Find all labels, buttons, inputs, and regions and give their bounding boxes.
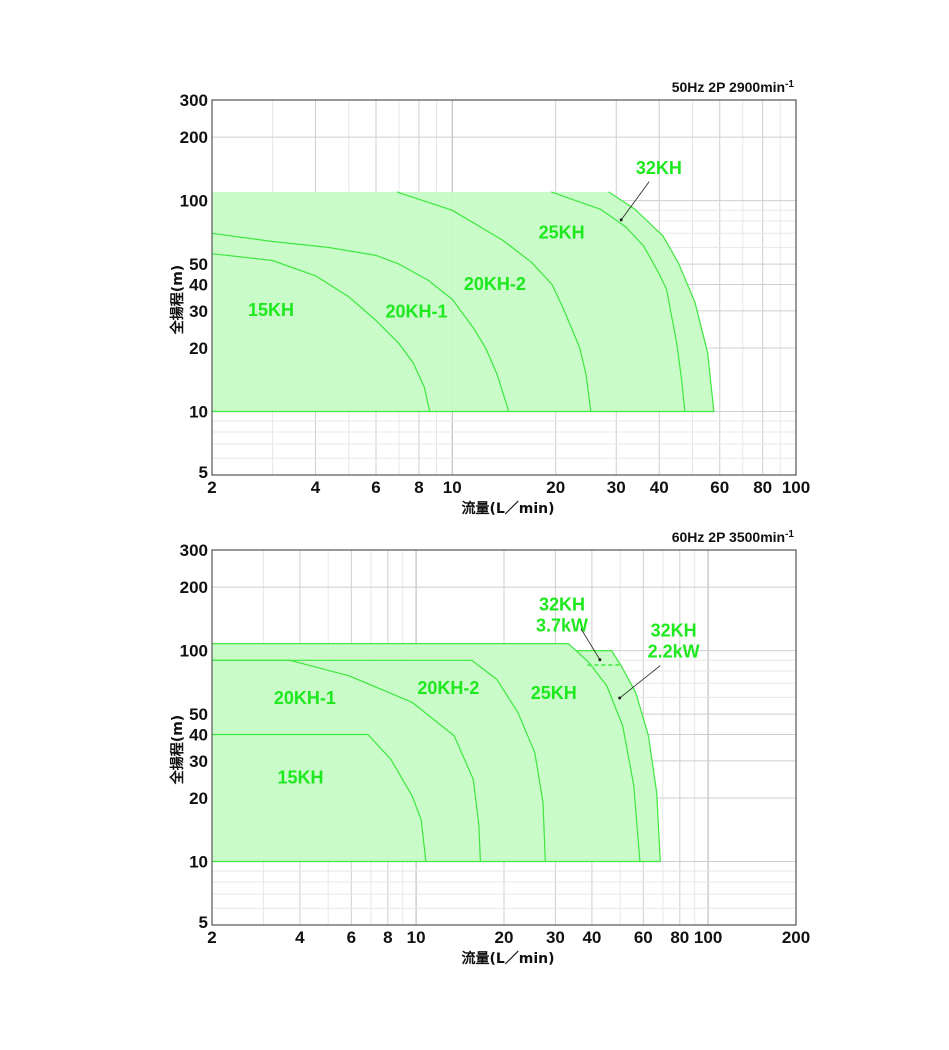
series-label: 32KH 2.2kW (648, 620, 700, 661)
curve-20kh-2 (212, 659, 546, 862)
y-tick-label: 20 (189, 339, 208, 358)
curve-15kh (211, 253, 431, 412)
label-pointer-line (620, 181, 650, 221)
x-tick-label: 60 (634, 928, 653, 947)
curve-15kh (212, 733, 427, 862)
x-tick-label: 6 (347, 928, 356, 947)
y-tick-label: 200 (180, 128, 208, 147)
series-label-line: 20KH-2 (417, 678, 479, 698)
x-tick-label: 80 (670, 928, 689, 947)
chart-title: 60Hz 2P 3500min-1 (672, 529, 795, 545)
y-tick-label: 50 (189, 255, 208, 274)
series-label-line: 32KH (651, 620, 697, 640)
x-axis-label: 流量(L／min) (461, 500, 554, 517)
x-tick-label: 8 (383, 928, 392, 947)
y-tick-label: 100 (180, 192, 208, 211)
y-tick-label: 20 (189, 789, 208, 808)
plot-frame (211, 549, 797, 926)
curve-32kh-2-2kw (576, 649, 661, 862)
curve-20kh-1 (212, 659, 481, 862)
series-label: 25KH (531, 683, 577, 703)
x-tick-label: 40 (650, 478, 669, 497)
series-label-line: 20KH-1 (274, 688, 336, 708)
chart-title-main: 50Hz 2P 2900min (672, 79, 785, 95)
x-tick-label: 40 (582, 928, 601, 947)
series-label-line: 2.2kW (648, 641, 700, 661)
y-tick-label: 40 (189, 726, 208, 745)
y-tick-label: 30 (189, 752, 208, 771)
series-label-line: 20KH-1 (385, 301, 447, 321)
x-tick-label: 20 (495, 928, 514, 947)
x-tick-label: 30 (607, 478, 626, 497)
label-pointer-dot (598, 658, 602, 662)
series-label: 15KH (278, 767, 324, 787)
x-tick-label: 8 (414, 478, 423, 497)
curve-32kh (608, 191, 715, 412)
y-axis-label: 全揚程(m) (169, 265, 186, 335)
series-label: 20KH-1 (385, 301, 447, 321)
series-label-line: 25KH (539, 222, 585, 242)
chart-1: 15KH 20KH-1 20KH-2 25KH 32KH 300 200 100 50 40 30 2… (169, 79, 810, 517)
curve-32kh-3-7kw (212, 642, 641, 862)
chart-title-main: 60Hz 2P 3500min (672, 529, 785, 545)
chart-title-superscript: -1 (785, 529, 794, 540)
x-tick-label: 100 (694, 928, 722, 947)
curve-20kh-1 (211, 232, 510, 412)
plot-frame (211, 99, 797, 476)
curve-20kh-2 (396, 191, 592, 412)
series-label: 32KH (636, 158, 682, 178)
x-tick-label: 60 (710, 478, 729, 497)
operating-range-fill (212, 191, 714, 412)
label-pointer-line (619, 665, 661, 699)
y-tick-label: 40 (189, 276, 208, 295)
x-tick-label: 80 (753, 478, 772, 497)
series-label: 32KH 3.7kW (536, 594, 588, 635)
x-tick-label: 20 (546, 478, 565, 497)
y-tick-label: 100 (180, 642, 208, 661)
y-tick-label: 10 (189, 853, 208, 872)
series-label: 20KH-2 (464, 274, 526, 294)
y-axis-label: 全揚程(m) (169, 715, 186, 785)
series-label: 20KH-1 (274, 688, 336, 708)
x-tick-label: 10 (407, 928, 426, 947)
label-pointer-dot (618, 696, 622, 700)
x-tick-label: 100 (782, 478, 810, 497)
x-tick-label: 4 (295, 928, 305, 947)
x-axis-label: 流量(L／min) (461, 950, 554, 967)
x-tick-label: 2 (207, 478, 216, 497)
series-label-line: 3.7kW (536, 615, 588, 635)
y-tick-label: 10 (189, 403, 208, 422)
series-label-line: 20KH-2 (464, 274, 526, 294)
y-tick-label: 5 (199, 913, 208, 932)
series-label-line: 32KH (636, 158, 682, 178)
x-tick-label: 200 (782, 928, 810, 947)
operating-range-fill (212, 643, 661, 862)
series-label: 15KH (248, 300, 294, 320)
series-label: 25KH (539, 222, 585, 242)
series-label-line: 32KH (539, 594, 585, 614)
chart-title: 50Hz 2P 2900min-1 (672, 79, 795, 95)
series-label: 20KH-2 (417, 678, 479, 698)
series-label-line: 15KH (248, 300, 294, 320)
y-tick-label: 30 (189, 302, 208, 321)
y-tick-label: 300 (180, 541, 208, 560)
y-tick-label: 5 (199, 463, 208, 482)
y-tick-label: 200 (180, 578, 208, 597)
x-tick-label: 30 (546, 928, 565, 947)
label-pointer-line (580, 628, 601, 660)
x-tick-label: 2 (207, 928, 216, 947)
chart-title-superscript: -1 (785, 79, 794, 90)
series-label-line: 25KH (531, 683, 577, 703)
series-label-line: 15KH (278, 767, 324, 787)
curve-25kh (551, 191, 686, 412)
y-tick-label: 300 (180, 91, 208, 110)
y-tick-label: 50 (189, 705, 208, 724)
x-tick-label: 6 (371, 478, 380, 497)
label-pointer-dot (619, 218, 623, 222)
x-tick-label: 10 (443, 478, 462, 497)
x-tick-label: 4 (311, 478, 321, 497)
